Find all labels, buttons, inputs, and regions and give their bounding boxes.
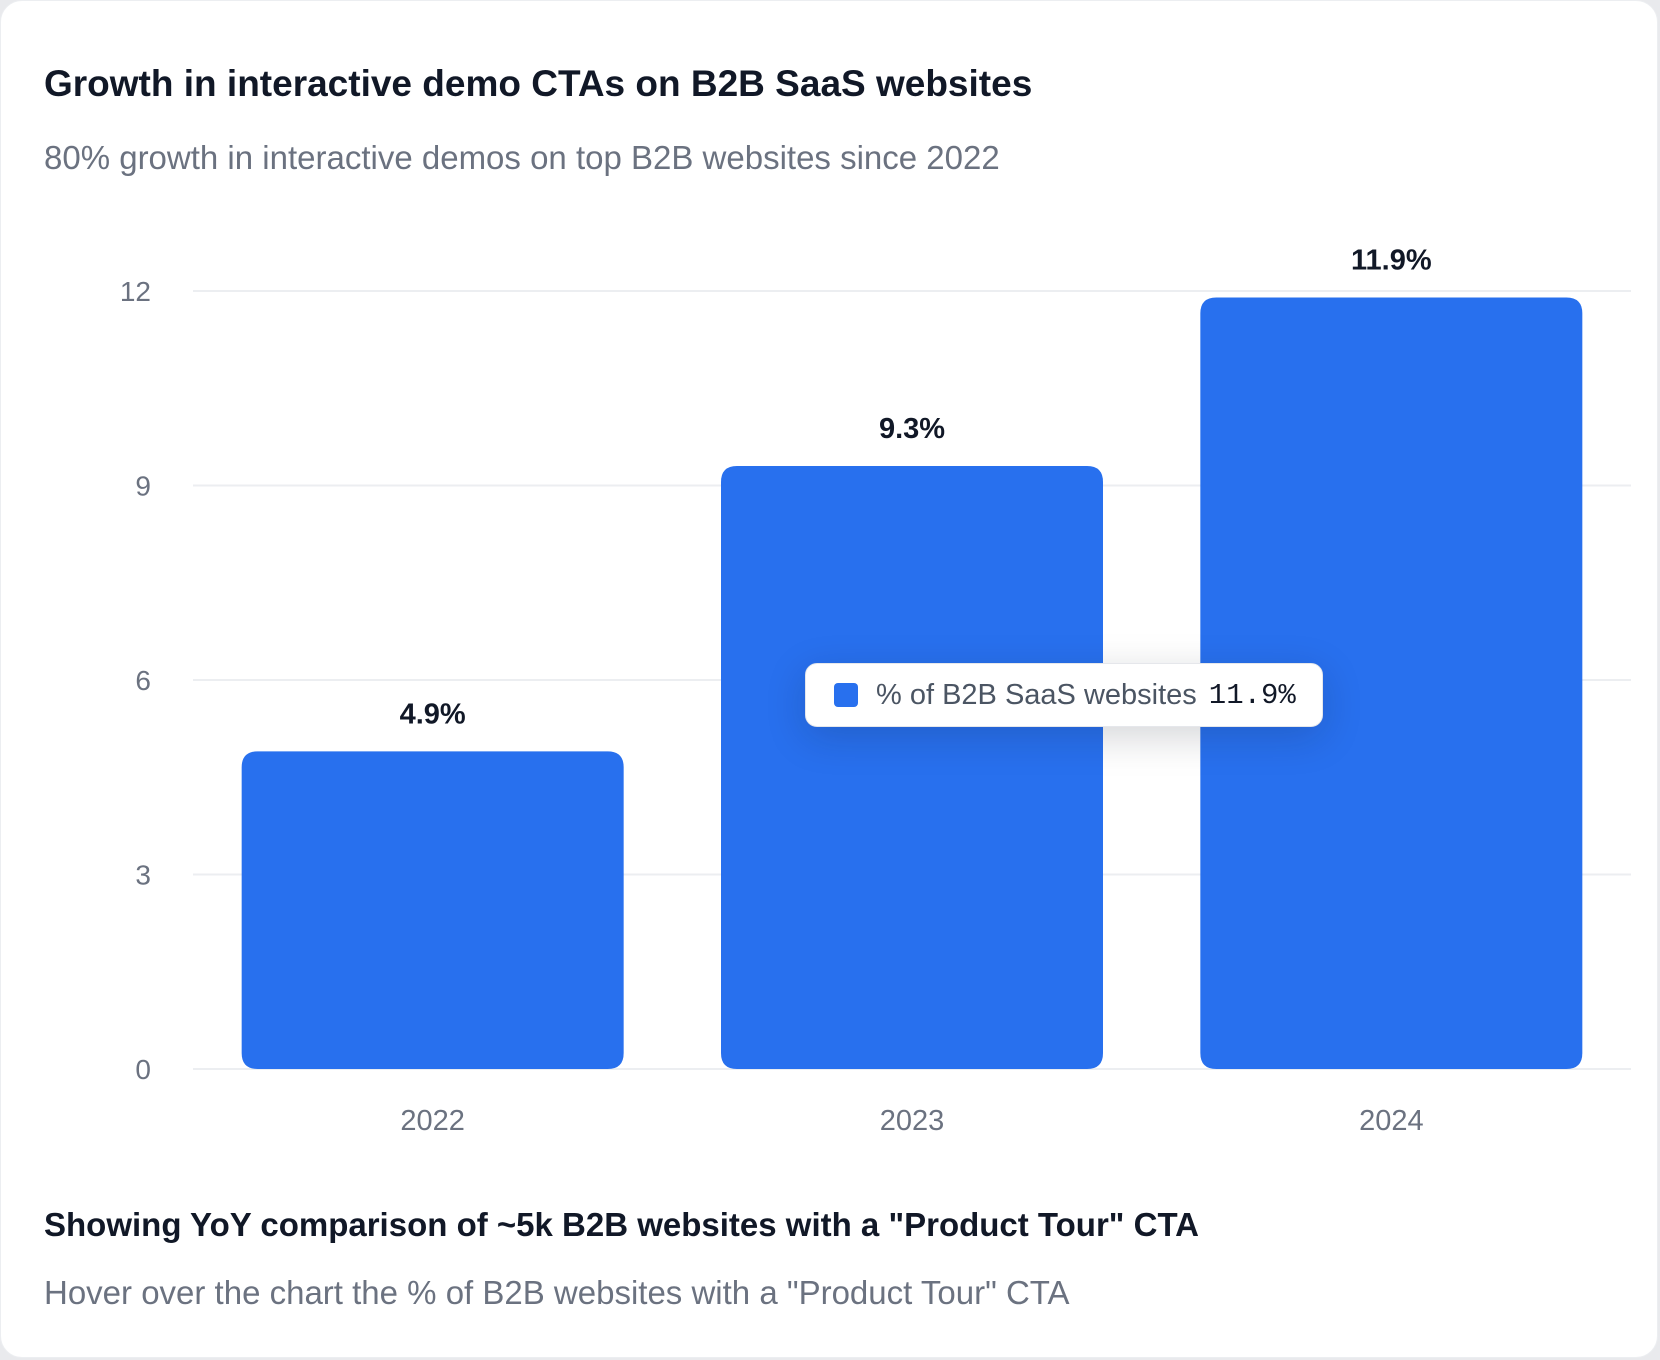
series-swatch-icon [834,683,858,707]
data-label-2023: 9.3% [879,413,945,445]
tooltip-series-label: % of B2B SaaS websites [876,678,1197,711]
data-label-2022: 4.9% [400,698,466,730]
footer-title: Showing YoY comparison of ~5k B2B websit… [44,1206,1199,1243]
chart-title: Growth in interactive demo CTAs on B2B S… [44,63,1033,104]
bar-2024[interactable] [1200,297,1583,1069]
x-tick-label: 2023 [880,1105,945,1137]
chart-subtitle: 80% growth in interactive demos on top B… [44,139,1000,176]
chart-tooltip: % of B2B SaaS websites 11.9% [805,663,1323,727]
x-tick-label: 2024 [1359,1105,1424,1137]
data-label-2024: 11.9% [1351,244,1432,276]
bar-2023[interactable] [721,466,1103,1069]
y-tick-label: 0 [135,1054,151,1085]
footer-note: Hover over the chart the % of B2B websit… [44,1274,1070,1311]
bar-2022[interactable] [241,751,624,1069]
x-tick-label: 2022 [400,1105,465,1137]
tooltip-value: 11.9% [1208,678,1296,712]
y-tick-label: 3 [135,860,151,891]
y-tick-label: 9 [135,471,151,502]
y-tick-label: 12 [120,276,151,307]
y-tick-label: 6 [135,665,151,696]
